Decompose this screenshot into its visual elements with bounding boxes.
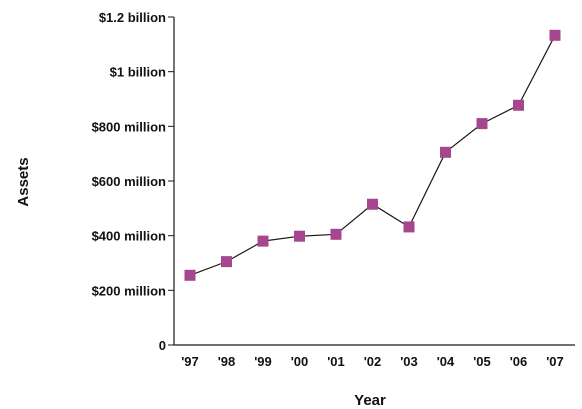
data-point [330, 228, 342, 240]
y-axis-title: Assets [15, 157, 32, 206]
data-point [440, 146, 451, 158]
x-tick-label: '97 [181, 354, 199, 369]
x-tick-label: '05 [473, 354, 491, 369]
y-tick-label: $600 million [92, 174, 166, 189]
y-tick-label: $200 million [92, 283, 166, 298]
x-tick-labels: '97 '98 '99 '00 '01 '02 '03 '04 '05 '06 '07 [181, 354, 564, 369]
y-tick-label: 0 [159, 338, 166, 353]
series-assets [184, 29, 561, 281]
x-axis-title: Year [354, 392, 386, 409]
x-tick-label: '00 [291, 354, 309, 369]
series-line [189, 35, 556, 276]
data-point [513, 99, 524, 111]
x-tick-label: '04 [437, 354, 455, 369]
x-tick-label: '99 [254, 354, 272, 369]
data-point [549, 29, 561, 41]
data-point [221, 256, 232, 268]
y-tick-label: $800 million [92, 119, 166, 134]
data-point [294, 230, 305, 242]
data-point [367, 198, 378, 210]
data-point [184, 269, 196, 281]
data-point [476, 118, 488, 130]
y-tick-label: $1 billion [110, 65, 166, 80]
x-tick-label: '03 [400, 354, 418, 369]
y-tick-labels: 0 $200 million $400 million $600 million $80… [92, 10, 174, 353]
data-point [403, 221, 415, 233]
y-tick-label: $400 million [92, 229, 166, 244]
axes [173, 17, 575, 346]
x-tick-label: '01 [327, 354, 345, 369]
x-tick-label: '07 [546, 354, 564, 369]
data-point [257, 235, 269, 247]
x-tick-label: '02 [364, 354, 382, 369]
y-tick-label: $1.2 billion [99, 10, 166, 25]
x-tick-label: '98 [218, 354, 236, 369]
x-tick-label: '06 [510, 354, 528, 369]
